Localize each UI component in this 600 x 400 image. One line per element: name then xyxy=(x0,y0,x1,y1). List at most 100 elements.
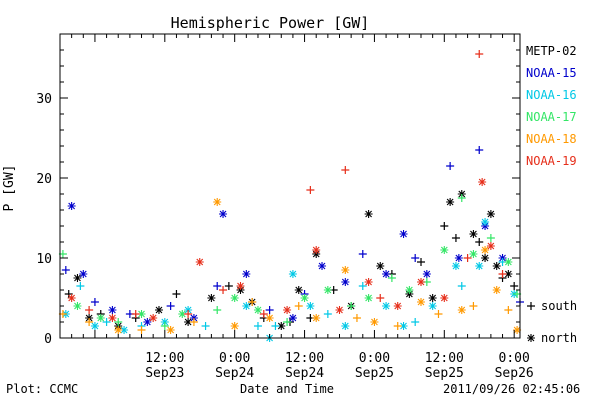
point-noaa-15-24 xyxy=(475,146,484,154)
x-tick-time-4: 12:00 xyxy=(425,351,464,366)
point-noaa-16-12 xyxy=(271,322,280,330)
point-metp-02-16 xyxy=(294,286,303,294)
point-noaa-15-13 xyxy=(288,314,297,322)
point-noaa-19-22 xyxy=(478,178,487,186)
point-noaa-15-0 xyxy=(61,266,70,274)
plot-credit: Plot: CCMC xyxy=(6,382,79,396)
point-noaa-18-16 xyxy=(417,298,426,306)
point-noaa-18-13 xyxy=(352,314,361,322)
point-noaa-19-24 xyxy=(498,270,507,278)
point-noaa-16-22 xyxy=(451,262,460,270)
x-tick-date-3: Sep25 xyxy=(355,366,394,381)
point-noaa-19-4 xyxy=(149,314,158,322)
chart-title: Hemispheric Power [GW] xyxy=(171,14,370,32)
point-metp-02-14 xyxy=(277,322,286,330)
point-noaa-16-8 xyxy=(201,322,210,330)
data-points xyxy=(58,50,524,342)
point-metp-02-10 xyxy=(224,282,233,290)
point-noaa-17-19 xyxy=(457,194,466,202)
point-noaa-17-22 xyxy=(504,258,513,266)
point-noaa-16-13 xyxy=(288,270,297,278)
point-noaa-15-16 xyxy=(341,278,350,286)
point-noaa-19-15 xyxy=(364,278,373,286)
y-axis: 0 10 20 30 xyxy=(36,33,520,347)
y-axis-label: P [GW] xyxy=(2,165,17,212)
point-noaa-15-10 xyxy=(219,210,228,218)
point-noaa-15-22 xyxy=(446,162,455,170)
point-noaa-15-21 xyxy=(422,270,431,278)
point-noaa-19-14 xyxy=(341,166,350,174)
point-noaa-16-18 xyxy=(382,302,391,310)
point-metp-02-9 xyxy=(207,294,216,302)
point-noaa-16-17 xyxy=(358,282,367,290)
x-axis-label: Date and Time xyxy=(240,382,334,396)
point-noaa-16-21 xyxy=(428,302,437,310)
point-noaa-17-6 xyxy=(178,310,187,318)
point-noaa-19-20 xyxy=(463,254,472,262)
point-noaa-15-2 xyxy=(79,270,88,278)
point-noaa-19-9 xyxy=(259,310,268,318)
point-metp-02-34 xyxy=(486,210,495,218)
plot-frame xyxy=(59,33,521,339)
point-noaa-15-4 xyxy=(108,306,117,314)
point-noaa-18-23 xyxy=(513,326,522,334)
point-noaa-17-1 xyxy=(73,302,82,310)
point-noaa-17-21 xyxy=(486,234,495,242)
point-noaa-18-12 xyxy=(341,266,350,274)
point-noaa-17-14 xyxy=(364,294,373,302)
point-noaa-16-1 xyxy=(76,282,85,290)
point-noaa-19-7 xyxy=(219,286,228,294)
point-noaa-19-17 xyxy=(393,302,402,310)
point-noaa-15-3 xyxy=(90,298,99,306)
point-noaa-17-2 xyxy=(96,314,105,322)
point-noaa-17-4 xyxy=(137,310,146,318)
point-noaa-19-18 xyxy=(417,278,426,286)
point-noaa-17-5 xyxy=(160,322,169,330)
point-metp-02-21 xyxy=(364,210,373,218)
point-noaa-17-13 xyxy=(347,302,356,310)
point-noaa-18-22 xyxy=(504,306,513,314)
point-noaa-19-2 xyxy=(108,314,117,322)
point-noaa-17-11 xyxy=(300,294,309,302)
legend-noaa-16: NOAA-16 xyxy=(526,88,577,102)
point-noaa-16-4 xyxy=(120,326,129,334)
point-noaa-17-9 xyxy=(253,306,262,314)
point-noaa-19-12 xyxy=(312,246,321,254)
point-metp-02-33 xyxy=(481,254,490,262)
point-noaa-19-8 xyxy=(236,282,245,290)
point-noaa-15-17 xyxy=(358,250,367,258)
point-noaa-15-12 xyxy=(265,306,274,314)
point-metp-02-6 xyxy=(154,306,163,314)
legend-noaa-19: NOAA-19 xyxy=(526,154,577,168)
point-noaa-17-8 xyxy=(230,294,239,302)
point-noaa-19-3 xyxy=(131,310,140,318)
point-metp-02-27 xyxy=(440,222,449,230)
point-noaa-17-3 xyxy=(114,318,123,326)
plot-timestamp: 2011/09/26 02:45:06 xyxy=(443,382,581,396)
point-noaa-19-13 xyxy=(335,306,344,314)
point-noaa-17-12 xyxy=(323,286,332,294)
point-noaa-17-20 xyxy=(469,250,478,258)
point-noaa-17-7 xyxy=(213,306,222,314)
point-noaa-18-20 xyxy=(481,246,490,254)
point-metp-02-29 xyxy=(451,234,460,242)
point-noaa-16-2 xyxy=(90,322,99,330)
y-tick-label-10: 10 xyxy=(36,252,52,267)
point-noaa-16-19 xyxy=(399,322,408,330)
point-metp-02-32 xyxy=(475,238,484,246)
point-noaa-18-8 xyxy=(248,298,257,306)
point-noaa-17-18 xyxy=(440,246,449,254)
point-noaa-18-11 xyxy=(312,314,321,322)
point-noaa-18-18 xyxy=(457,306,466,314)
point-noaa-16-15 xyxy=(323,310,332,318)
x-axis: 12:00Sep230:00Sep2412:00Sep240:00Sep2512… xyxy=(59,34,534,381)
point-noaa-19-0 xyxy=(67,294,76,302)
point-noaa-18-2 xyxy=(114,326,123,334)
x-tick-time-1: 0:00 xyxy=(219,351,250,366)
point-noaa-18-14 xyxy=(370,318,379,326)
point-noaa-15-1 xyxy=(67,202,76,210)
point-noaa-19-1 xyxy=(85,306,94,314)
x-tick-time-3: 0:00 xyxy=(359,351,390,366)
point-noaa-16-9 xyxy=(242,302,251,310)
point-noaa-15-6 xyxy=(143,318,152,326)
